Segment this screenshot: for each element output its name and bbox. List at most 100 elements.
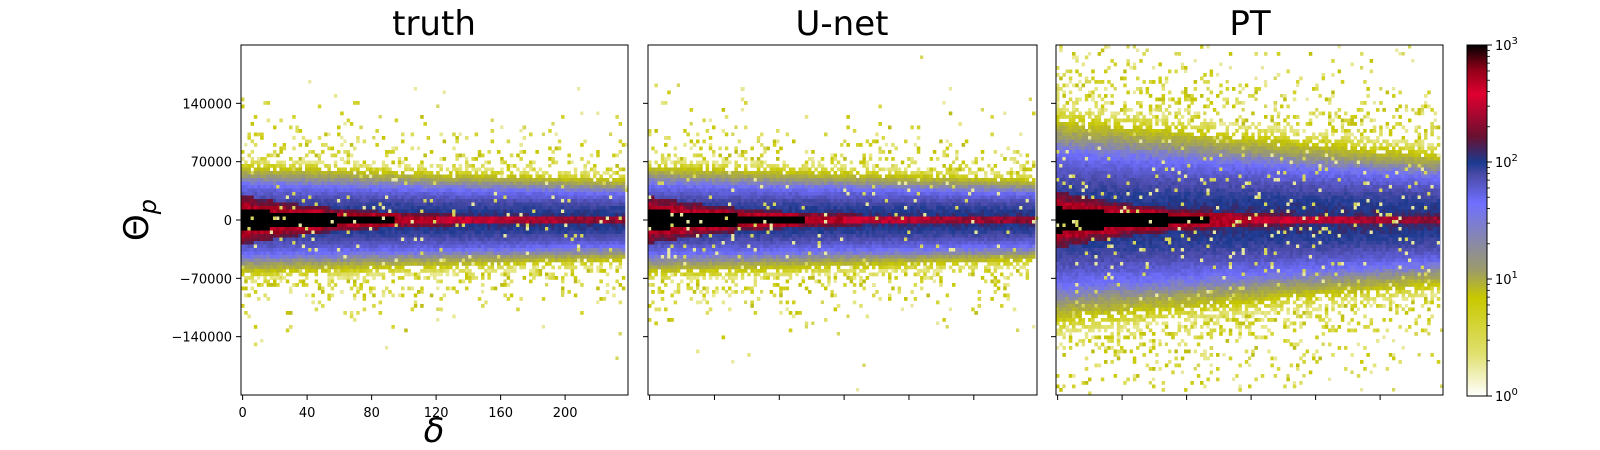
heat-cell: [378, 188, 383, 193]
heat-cell: [417, 167, 421, 172]
heat-cell: [605, 237, 610, 242]
heat-cell: [532, 195, 536, 200]
heat-cell: [660, 227, 665, 231]
heat-cell: [420, 269, 424, 273]
heat-cell: [337, 192, 341, 196]
heat-cell: [551, 206, 555, 210]
heat-cell: [314, 272, 319, 277]
heat-cell: [429, 272, 434, 277]
heat-cell: [525, 234, 530, 238]
heat-cell: [545, 230, 549, 235]
heat-cell: [551, 220, 555, 224]
heat-cell: [689, 202, 694, 207]
heat-cell: [452, 216, 456, 221]
heat-cell: [372, 227, 376, 231]
heat-cell: [247, 195, 251, 200]
heat-cell: [346, 192, 351, 196]
heat-cell: [692, 188, 697, 193]
heat-cell: [346, 213, 351, 217]
heat-cell: [260, 199, 264, 203]
heat-cell: [327, 202, 331, 207]
heat-cell: [433, 248, 437, 252]
heat-cell: [506, 244, 511, 249]
heat-cell: [474, 234, 479, 238]
heat-cell: [648, 304, 652, 308]
heat-cell: [436, 255, 440, 259]
heat-cell: [353, 223, 357, 228]
heat-cell: [439, 241, 443, 245]
heat-cell-outlier: [503, 234, 507, 238]
heat-cell: [667, 174, 671, 179]
heat-cell: [529, 178, 533, 182]
heat-cell: [449, 286, 453, 291]
heat-cell: [708, 192, 713, 196]
heat-cell: [349, 171, 354, 175]
heat-cell: [410, 209, 415, 214]
heat-cell: [599, 265, 603, 270]
heat-cell: [330, 181, 335, 186]
heat-cell: [596, 209, 600, 214]
heat-cell-outlier: [301, 244, 305, 248]
heat-cell: [314, 167, 319, 172]
heat-cell: [308, 227, 312, 231]
heat-cell: [686, 276, 690, 280]
heat-cell: [484, 171, 488, 175]
heat-cell-outlier: [378, 115, 382, 119]
x-tick-label: 120: [424, 406, 449, 421]
heat-cell: [359, 283, 363, 287]
heat-cell: [461, 227, 466, 231]
heat-cell: [324, 213, 328, 217]
heat-cell: [362, 244, 367, 249]
heat-cell: [317, 178, 322, 182]
heat-cell: [615, 227, 619, 231]
heat-cell: [362, 188, 367, 193]
heat-cell: [365, 258, 370, 263]
heat-cell: [589, 227, 594, 231]
heat-cell: [465, 167, 469, 172]
heat-cell: [375, 167, 379, 172]
heat-cell: [683, 174, 687, 179]
heat-cell: [721, 178, 726, 182]
heat-cell: [244, 223, 248, 228]
heat-cell-outlier: [554, 132, 558, 136]
heat-cell: [436, 244, 440, 249]
heat-cell: [557, 174, 562, 179]
heat-cell: [458, 248, 463, 252]
heat-cell: [349, 255, 354, 259]
heat-cell: [580, 251, 584, 256]
heat-cell: [250, 272, 255, 277]
heat-cell: [244, 311, 248, 315]
heat-cell: [289, 178, 293, 182]
heat-cell: [651, 192, 655, 196]
heat-cell: [269, 178, 274, 182]
heat-cell: [282, 188, 287, 193]
heat-cell: [343, 223, 347, 228]
heat-cell: [605, 181, 610, 186]
heat-cell: [696, 230, 700, 235]
heat-cell: [253, 143, 258, 147]
heat-cell: [289, 237, 293, 242]
heat-cell: [241, 286, 245, 291]
heat-cell: [305, 206, 309, 210]
heat-cell: [673, 160, 678, 165]
heat-cell: [497, 234, 501, 238]
heat-cell: [301, 251, 306, 256]
heat-cell: [648, 199, 652, 203]
heat-cell: [699, 199, 703, 203]
heat-cell: [490, 181, 495, 186]
heat-cell: [250, 223, 255, 228]
heat-cell: [362, 216, 367, 221]
heat-cell: [381, 171, 386, 175]
heat-cell: [686, 272, 690, 277]
heat-cell: [442, 181, 447, 186]
heat-cell: [385, 265, 389, 270]
heat-cell: [557, 248, 562, 252]
heat-cell: [346, 188, 351, 193]
heat-cell: [545, 185, 549, 189]
heat-cell: [702, 139, 706, 144]
heat-cell: [426, 220, 431, 224]
heat-cell: [490, 227, 495, 231]
heat-cell-outlier: [397, 293, 401, 297]
heat-cell: [346, 174, 351, 179]
heat-cell: [609, 237, 613, 242]
